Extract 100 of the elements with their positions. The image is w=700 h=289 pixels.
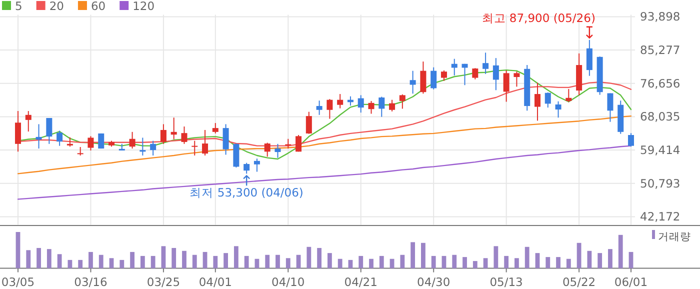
bar xyxy=(379,256,384,268)
y-tick-label: 85,277 xyxy=(640,43,680,58)
bar xyxy=(462,257,467,268)
bar xyxy=(192,254,197,268)
legend-label: 120 xyxy=(132,0,155,13)
candlestick xyxy=(296,134,302,152)
candlestick xyxy=(389,99,396,112)
bar xyxy=(348,260,353,268)
candlestick xyxy=(534,82,540,122)
bar xyxy=(306,246,312,268)
candlestick xyxy=(212,122,218,134)
bar xyxy=(546,257,550,268)
legend-label: 20 xyxy=(49,0,64,13)
bar xyxy=(566,258,571,268)
bar xyxy=(421,242,426,268)
bar xyxy=(224,253,228,268)
bar xyxy=(202,252,208,268)
candlestick xyxy=(482,52,489,74)
bar xyxy=(628,252,634,268)
candlestick xyxy=(378,96,385,118)
candlestick xyxy=(420,61,426,94)
bar xyxy=(98,254,104,268)
x-tick-label: 03/16 xyxy=(74,274,108,289)
candlestick xyxy=(244,162,250,174)
x-tick-label: 04/01 xyxy=(198,274,232,289)
legend: 거래량 xyxy=(652,230,691,243)
candlestick xyxy=(192,140,198,156)
bar xyxy=(514,258,519,268)
candlestick xyxy=(451,58,458,76)
y-tick-label: 59,414 xyxy=(640,143,680,158)
legend-label: 5 xyxy=(15,0,22,13)
bar xyxy=(431,256,436,268)
candlestick xyxy=(399,94,406,110)
bar xyxy=(254,258,260,268)
x-tick-label: 03/25 xyxy=(146,274,180,289)
candlestick xyxy=(628,132,634,148)
candlestick xyxy=(36,124,42,150)
candlestick xyxy=(368,100,374,114)
bar xyxy=(172,248,176,268)
bar xyxy=(150,256,156,268)
annotation: 최고 87,900 (05/26) xyxy=(482,10,596,39)
bar xyxy=(442,256,446,268)
candlestick xyxy=(306,111,312,134)
bar xyxy=(57,254,62,268)
candlestick xyxy=(150,140,156,156)
bar xyxy=(608,249,612,268)
annotation: 최고 87,900 (05/26) xyxy=(482,10,596,25)
legend-label: 60 xyxy=(90,0,106,13)
bar xyxy=(234,246,238,268)
candlestick xyxy=(15,110,21,152)
bar xyxy=(244,256,249,268)
x-tick-label: 03/05 xyxy=(1,274,35,289)
bar xyxy=(68,260,72,268)
x-tick-label: 04/10 xyxy=(272,274,305,289)
bar xyxy=(618,234,623,268)
candlestick xyxy=(264,142,270,158)
bar xyxy=(494,246,498,268)
candlestick xyxy=(607,92,614,122)
candlestick xyxy=(56,130,63,146)
bar xyxy=(327,253,332,268)
x-tick-label: 06/01 xyxy=(614,274,648,289)
bar xyxy=(483,258,488,268)
bar xyxy=(130,252,134,268)
candlestick xyxy=(46,117,52,144)
bar xyxy=(358,256,364,268)
bar xyxy=(120,260,124,268)
candlestick xyxy=(129,131,136,150)
candlestick xyxy=(170,117,177,140)
bar xyxy=(410,242,416,268)
x-tick-label: 04/21 xyxy=(344,274,378,289)
candlestick xyxy=(274,143,281,158)
legend-label: 거래량 xyxy=(658,231,691,243)
y-tick-label: 50,793 xyxy=(640,176,680,190)
candlestick xyxy=(462,63,468,86)
bar xyxy=(576,242,582,268)
candlestick xyxy=(555,100,562,118)
candlestick xyxy=(233,143,240,168)
bar xyxy=(16,232,20,268)
bar xyxy=(265,254,270,268)
bar xyxy=(140,256,145,268)
candlestick xyxy=(586,39,592,76)
bar xyxy=(472,261,478,268)
bar xyxy=(46,249,52,268)
bar xyxy=(400,254,405,268)
candlestick xyxy=(492,58,499,91)
candlestick xyxy=(202,129,208,156)
candlestick xyxy=(25,110,32,132)
candlestick xyxy=(440,70,447,82)
bar xyxy=(182,250,186,268)
candlestick xyxy=(66,136,73,148)
bar xyxy=(36,248,41,268)
candlestick xyxy=(337,94,344,109)
candlestick xyxy=(514,71,520,88)
candlestick xyxy=(254,158,260,172)
bar xyxy=(535,253,540,268)
annotation: 최저 53,300 (04/06) xyxy=(190,174,304,200)
y-tick-label: 68,035 xyxy=(640,110,680,124)
bar xyxy=(78,260,83,268)
candlestick xyxy=(410,70,416,94)
candlestick xyxy=(544,92,551,108)
